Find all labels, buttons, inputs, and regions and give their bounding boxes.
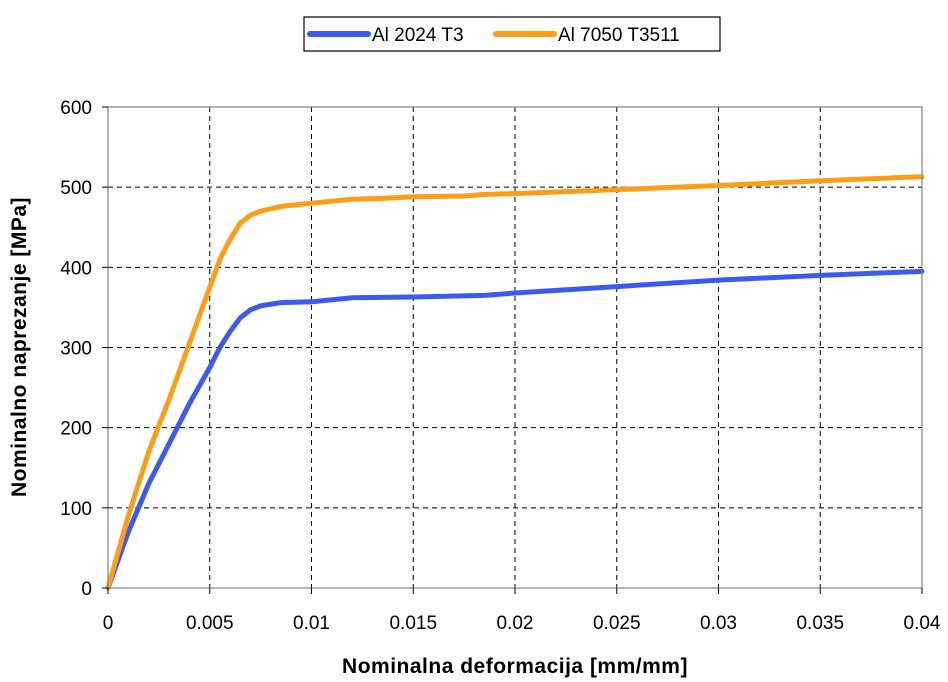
x-tick-label-5: 0.025	[593, 613, 641, 634]
series-layer	[105, 174, 925, 591]
x-axis-title: Nominalna deformacija [mm/mm]	[342, 655, 688, 678]
x-axis-ticks: 0 0.005 0.01 0.015 0.02 0.025 0.03 0.035 0.04	[103, 588, 941, 634]
y-tick-label-4: 400	[60, 258, 92, 279]
x-tick-label-0: 0	[103, 613, 114, 634]
y-tick-label-1: 100	[60, 499, 92, 520]
legend: Al 2024 T3 Al 7050 T3511	[303, 16, 721, 52]
y-tick-label-2: 200	[60, 419, 92, 440]
series-line-al-7050-t3511	[105, 174, 925, 591]
y-tick-label-6: 600	[60, 98, 92, 119]
y-tick-label-0: 0	[81, 579, 92, 600]
legend-label-al-2024-t3: Al 2024 T3	[372, 25, 464, 46]
x-tick-label-7: 0.035	[796, 613, 844, 634]
x-tick-label-1: 0.005	[186, 613, 234, 634]
y-axis-ticks: 0 100 200 300 400 500 600	[60, 98, 108, 600]
x-tick-label-4: 0.02	[497, 613, 534, 634]
legend-label-al-7050-t3511: Al 7050 T3511	[558, 25, 680, 46]
y-tick-label-3: 300	[60, 339, 92, 360]
y-axis-title: Nominalno naprezanje [MPa]	[8, 197, 31, 497]
x-tick-label-8: 0.04	[904, 613, 941, 634]
x-tick-label-6: 0.03	[700, 613, 737, 634]
x-tick-label-2: 0.01	[293, 613, 330, 634]
grid-lines	[108, 107, 922, 588]
x-tick-label-3: 0.015	[389, 613, 437, 634]
y-tick-label-5: 500	[60, 178, 92, 199]
plot-area	[105, 106, 925, 591]
series-line-al-2024-t3	[105, 268, 925, 591]
